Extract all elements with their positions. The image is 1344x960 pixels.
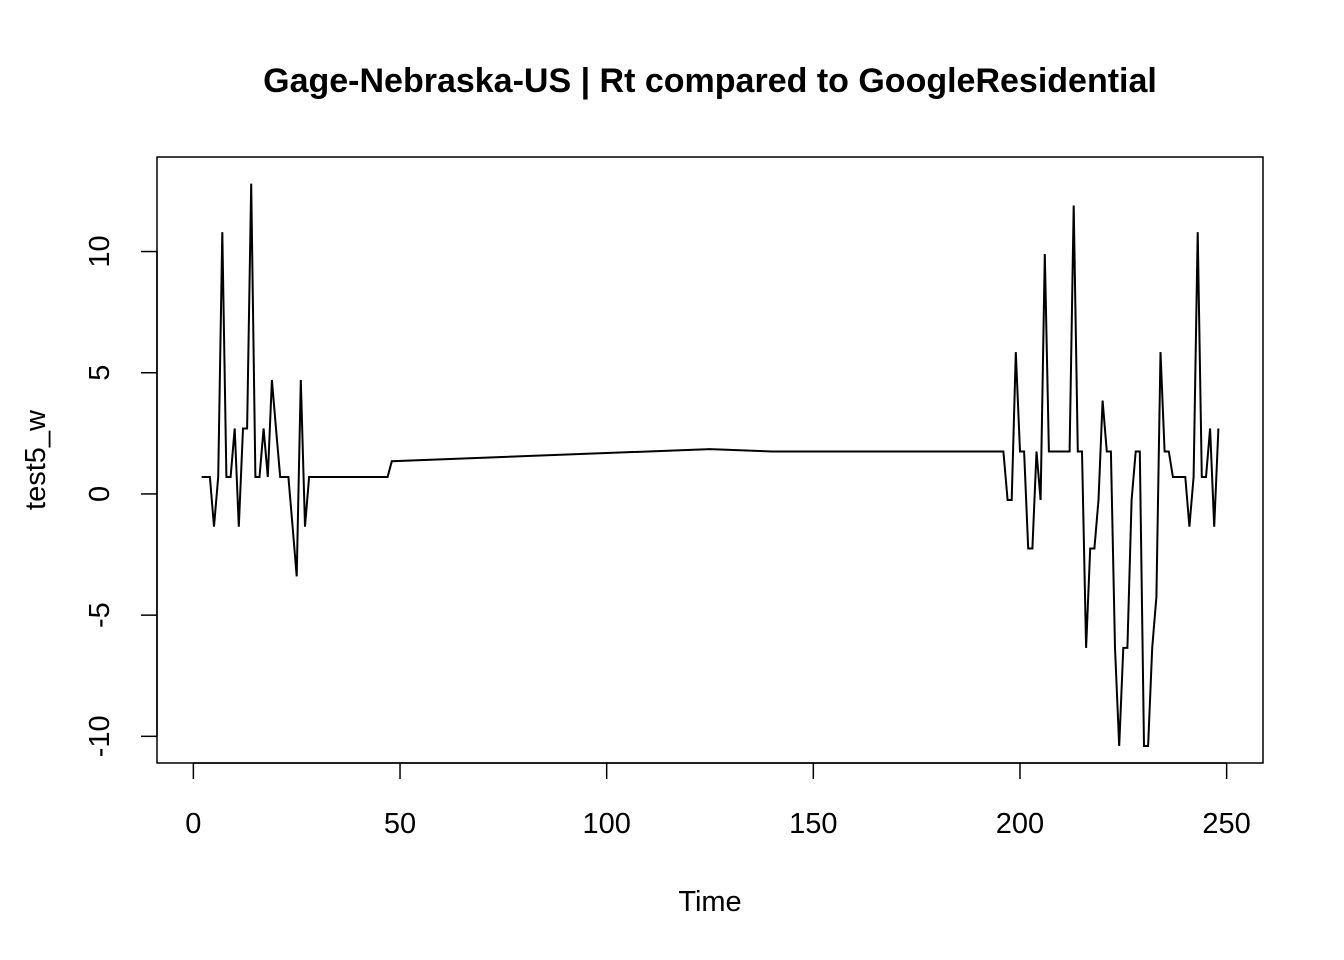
series-line — [201, 183, 1220, 747]
x-tick-label: 250 — [1202, 808, 1250, 840]
x-axis: 0 50 100 150 200 250 — [185, 762, 1251, 840]
y-tick-label: 10 — [84, 235, 116, 267]
x-tick-label: 150 — [789, 808, 837, 840]
x-tick-label: 100 — [582, 808, 630, 840]
y-tick-label: -10 — [84, 715, 116, 757]
chart-title: Gage-Nebraska-US | Rt compared to Google… — [263, 62, 1157, 100]
x-tick-label: 0 — [185, 808, 201, 840]
x-axis-label: Time — [678, 886, 741, 918]
x-tick-label: 50 — [384, 808, 416, 840]
y-tick-label: 5 — [84, 365, 116, 381]
plot-border — [156, 156, 1264, 764]
y-tick-label: -5 — [84, 602, 116, 628]
x-tick-label: 200 — [996, 808, 1044, 840]
y-axis: -10 -5 0 5 10 — [84, 235, 158, 757]
y-axis-label: test5_w — [20, 409, 52, 510]
y-tick-label: 0 — [84, 486, 116, 502]
